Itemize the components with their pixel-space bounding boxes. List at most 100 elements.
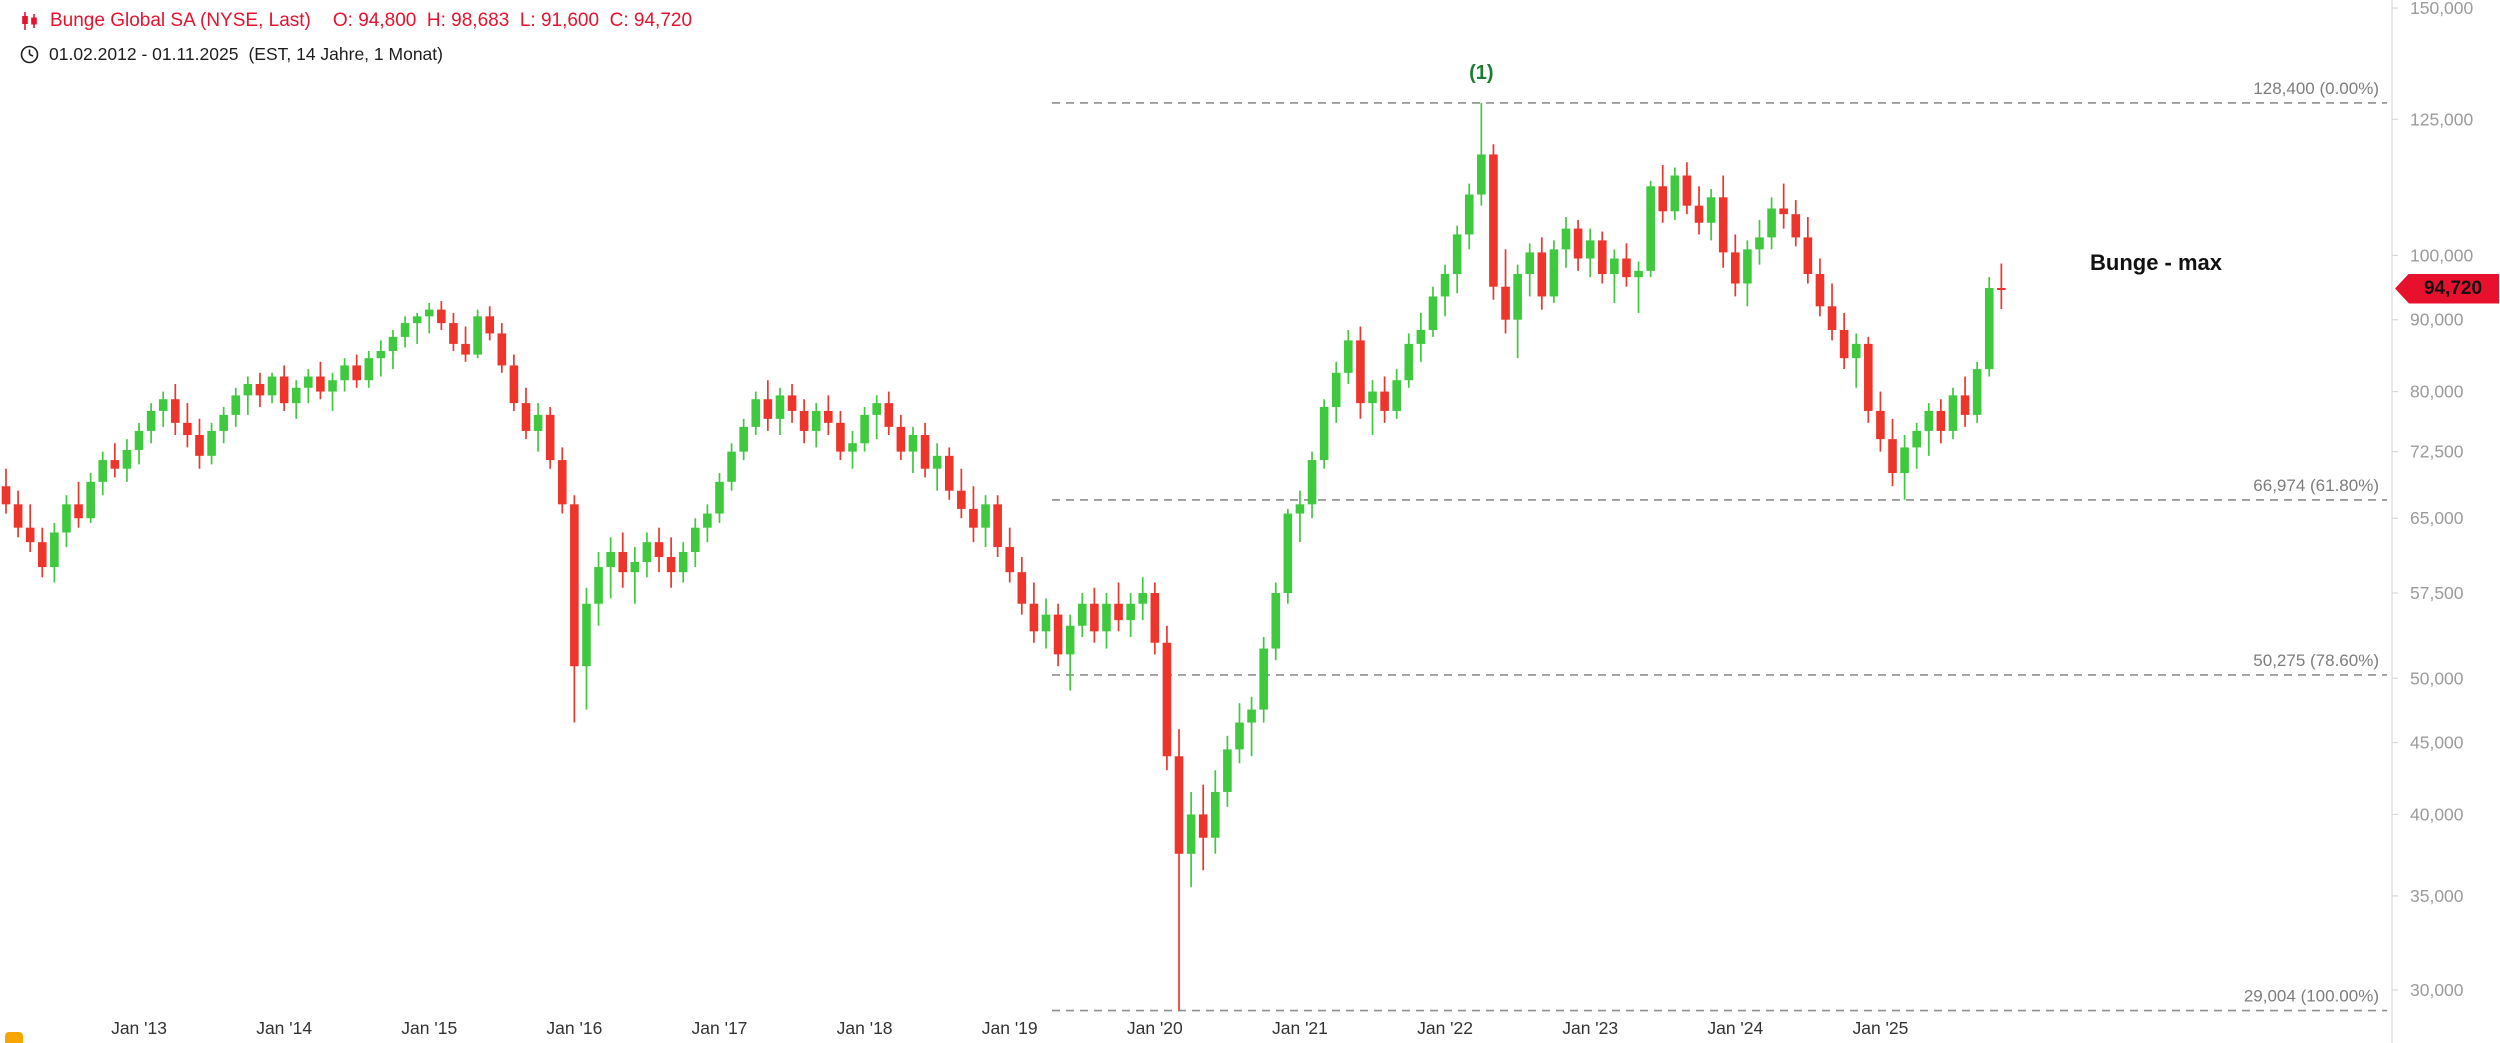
candle[interactable] xyxy=(848,430,857,469)
last-price-tag[interactable]: 94,720 xyxy=(2395,273,2499,304)
candle[interactable] xyxy=(642,532,652,578)
candle[interactable] xyxy=(1972,361,1982,423)
candle[interactable] xyxy=(1428,286,1438,337)
candle[interactable] xyxy=(1585,228,1595,278)
candle[interactable] xyxy=(1960,376,1970,427)
candle[interactable] xyxy=(364,351,374,388)
candle[interactable] xyxy=(1174,729,1184,1011)
candle[interactable] xyxy=(691,518,700,568)
candle[interactable] xyxy=(570,495,579,723)
candle[interactable] xyxy=(763,380,773,431)
candle[interactable] xyxy=(811,403,821,448)
candle[interactable] xyxy=(1839,312,1849,370)
candle[interactable] xyxy=(1682,162,1692,215)
candle[interactable] xyxy=(509,354,519,411)
candle[interactable] xyxy=(1851,333,1861,388)
candle[interactable] xyxy=(727,443,736,491)
candle[interactable] xyxy=(981,495,990,548)
candle[interactable] xyxy=(1549,240,1559,303)
candle[interactable] xyxy=(1900,435,1909,500)
candle[interactable] xyxy=(1791,200,1801,247)
candle[interactable] xyxy=(920,422,930,478)
candle[interactable] xyxy=(1259,637,1268,723)
candle[interactable] xyxy=(1126,593,1135,638)
candle[interactable] xyxy=(1622,243,1631,287)
candle[interactable] xyxy=(412,312,422,344)
candle[interactable] xyxy=(630,547,640,604)
candle[interactable] xyxy=(1102,593,1111,649)
candle[interactable] xyxy=(1573,219,1583,271)
candle[interactable] xyxy=(171,383,180,436)
candle[interactable] xyxy=(437,301,446,330)
candle[interactable] xyxy=(1936,399,1946,444)
candle[interactable] xyxy=(74,481,83,528)
candle[interactable] xyxy=(62,495,71,548)
candle[interactable] xyxy=(1138,577,1148,621)
candle[interactable] xyxy=(1017,556,1027,615)
candle[interactable] xyxy=(1307,451,1317,519)
candle[interactable] xyxy=(836,410,845,461)
candle[interactable] xyxy=(376,340,386,377)
candle[interactable] xyxy=(1223,735,1232,807)
candle[interactable] xyxy=(388,329,398,370)
candle[interactable] xyxy=(1114,582,1123,632)
candle[interactable] xyxy=(1186,791,1196,888)
candle[interactable] xyxy=(1513,264,1522,359)
candle[interactable] xyxy=(1634,261,1643,313)
candle[interactable] xyxy=(400,316,410,348)
candle[interactable] xyxy=(1404,333,1414,388)
candle[interactable] xyxy=(1356,326,1365,419)
candle[interactable] xyxy=(1670,167,1680,220)
candle[interactable] xyxy=(352,354,361,388)
candle[interactable] xyxy=(908,426,918,474)
candle[interactable] xyxy=(304,369,313,404)
candle[interactable] xyxy=(146,403,156,444)
candle[interactable] xyxy=(969,486,978,543)
candle[interactable] xyxy=(703,504,712,543)
candle[interactable] xyxy=(267,372,277,404)
candle[interactable] xyxy=(618,532,628,588)
candle[interactable] xyxy=(255,372,265,408)
candle[interactable] xyxy=(1694,186,1704,235)
candle[interactable] xyxy=(1888,418,1897,487)
candle[interactable] xyxy=(1537,237,1547,310)
candle[interactable] xyxy=(340,358,349,392)
candle[interactable] xyxy=(1271,582,1281,661)
candle[interactable] xyxy=(86,473,95,523)
candle[interactable] xyxy=(787,383,797,423)
candle[interactable] xyxy=(1077,593,1087,638)
candle[interactable] xyxy=(1997,263,2006,309)
candle[interactable] xyxy=(1,468,11,514)
candle[interactable] xyxy=(1924,403,1934,456)
candle[interactable] xyxy=(231,387,241,427)
candle[interactable] xyxy=(1283,508,1293,604)
candle[interactable] xyxy=(1319,399,1329,469)
candle[interactable] xyxy=(1440,264,1450,317)
candle[interactable] xyxy=(485,306,495,341)
candle[interactable] xyxy=(1053,603,1063,667)
candle[interactable] xyxy=(582,587,591,710)
candle[interactable] xyxy=(932,443,942,491)
candle[interactable] xyxy=(533,403,543,452)
candle[interactable] xyxy=(545,407,555,469)
candle[interactable] xyxy=(751,391,761,436)
candle[interactable] xyxy=(799,399,809,444)
candle[interactable] xyxy=(449,312,458,352)
candle[interactable] xyxy=(1876,391,1885,452)
wave-annotation[interactable]: (1) xyxy=(1469,62,1493,84)
y-axis[interactable]: 150,000 125,000 100,000 90,000 80,000 72,500 6… xyxy=(2392,0,2474,1000)
candle[interactable] xyxy=(98,451,108,496)
candle[interactable] xyxy=(50,522,59,583)
candle[interactable] xyxy=(1561,217,1571,268)
candle[interactable] xyxy=(606,537,615,599)
candle[interactable] xyxy=(1477,102,1486,206)
candle[interactable] xyxy=(993,495,1002,557)
candle[interactable] xyxy=(872,395,881,440)
candle[interactable] xyxy=(594,552,603,626)
candle[interactable] xyxy=(678,542,688,583)
candle[interactable] xyxy=(1730,234,1740,297)
candle[interactable] xyxy=(1416,312,1426,362)
candle[interactable] xyxy=(739,418,748,461)
candle[interactable] xyxy=(1090,587,1099,643)
candle[interactable] xyxy=(666,537,676,588)
